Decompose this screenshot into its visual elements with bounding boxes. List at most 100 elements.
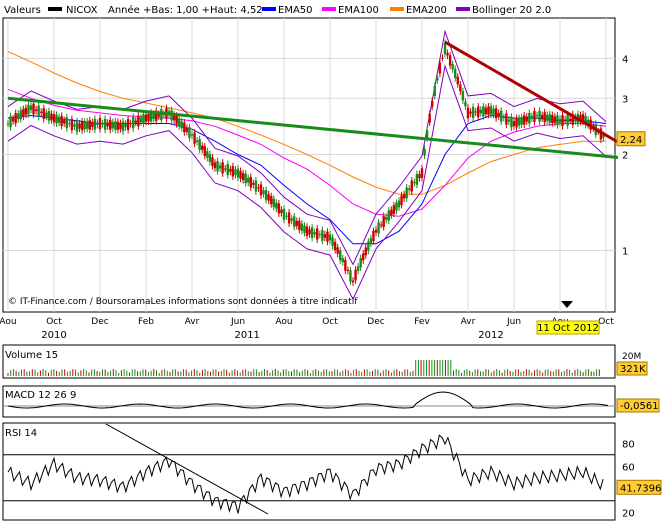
price-candle (523, 115, 526, 125)
price-candle (571, 114, 574, 125)
rsi-trendline (105, 423, 269, 515)
price-candle (553, 116, 557, 123)
price-candle (354, 269, 357, 281)
price-candle (22, 109, 25, 117)
price-candle (295, 220, 298, 226)
volume-y-tick: 20M (622, 352, 641, 362)
price-candle (298, 220, 301, 230)
rsi-title: RSI 14 (5, 428, 37, 439)
price-candle (259, 184, 263, 196)
price-candle (431, 100, 434, 107)
price-candle (103, 118, 107, 130)
price-candle (512, 121, 516, 126)
x-month-label: Aou (275, 317, 292, 327)
x-month-label: Oct (322, 317, 338, 327)
price-candle (466, 107, 470, 119)
rsi-y-tick: 60 (622, 462, 635, 473)
price-candle (144, 114, 148, 122)
price-y-tick: 4 (622, 54, 628, 65)
price-candle (114, 121, 117, 130)
price-candle (234, 169, 237, 175)
price-candle (456, 76, 459, 85)
price-candle (218, 165, 222, 169)
price-candle (32, 103, 35, 115)
price-candle (477, 106, 480, 118)
price-candle (392, 205, 396, 214)
credit-text: © IT-Finance.com / BoursoramaLes informa… (8, 296, 358, 307)
price-candle (367, 241, 370, 251)
price-candle (52, 114, 56, 123)
rsi-line (7, 434, 604, 514)
price-candle (333, 241, 337, 251)
legend-bollinger: Bollinger 20 2.0 (472, 5, 551, 16)
price-candle (17, 113, 20, 120)
price-candle (344, 259, 347, 271)
price-candle (548, 114, 551, 123)
price-candle (428, 113, 431, 123)
price-candle (29, 105, 33, 111)
price-candle (372, 230, 375, 242)
price-candle (287, 212, 291, 224)
price-candle (556, 115, 559, 126)
price-candle (385, 216, 388, 220)
trendline-resistance (444, 40, 619, 144)
price-candle (221, 162, 224, 174)
legend: Valeurs NICOX Année +Bas: 1,00 +Haut: 4,… (4, 4, 551, 16)
price-candle (193, 132, 196, 144)
price-candle (410, 180, 413, 192)
price-candle (451, 64, 454, 70)
price-candle (6, 123, 10, 125)
price-candle (510, 116, 513, 128)
price-candle (216, 161, 219, 172)
legend-ema100: EMA100 (338, 5, 379, 16)
price-candle (331, 237, 334, 246)
price-candle (569, 118, 572, 121)
x-month-label: Jun (506, 317, 521, 327)
legend-swatch-nicox (48, 7, 62, 11)
x-month-label: Jun (230, 317, 245, 327)
price-candle (461, 91, 465, 101)
price-candle (195, 140, 199, 143)
price-candle (208, 154, 212, 162)
x-month-label: Oct (598, 317, 614, 327)
price-candle (441, 57, 444, 59)
price-y-tick: 2 (622, 150, 628, 161)
price-candle (543, 112, 546, 123)
price-candle (226, 164, 229, 176)
price-last-value-box (616, 131, 646, 147)
price-candle (55, 114, 58, 124)
price-candle (139, 117, 143, 123)
macd-last-value: -0,0561 (620, 401, 659, 412)
price-candle (561, 115, 564, 126)
price-candle (533, 110, 536, 122)
legend-swatch-ema100 (322, 7, 336, 11)
series-ema100 (7, 88, 607, 217)
price-candle (474, 111, 477, 113)
price-candle (190, 134, 194, 136)
x-month-label: Dec (91, 317, 108, 327)
x-month-label: Aou (0, 317, 17, 327)
x-year-label: 2011 (234, 330, 259, 341)
price-candle (584, 115, 587, 125)
x-year-label: 2010 (41, 330, 66, 341)
price-candle (155, 110, 158, 122)
price-candle (277, 203, 281, 214)
price-candle (364, 247, 367, 256)
price-candle (377, 222, 380, 234)
price-candle (390, 209, 393, 216)
price-candle (540, 114, 544, 119)
price-candle (351, 280, 355, 283)
price-candle (346, 269, 350, 271)
price-candle (471, 106, 475, 118)
price-candle (121, 121, 125, 132)
legend-swatch-bollinger (456, 7, 470, 11)
price-candle (34, 109, 38, 111)
price-candle (75, 121, 79, 132)
price-candle (249, 176, 252, 188)
price-layer: 4 3 2 1 2,24 (3, 18, 646, 312)
price-candle (40, 111, 43, 113)
price-candle (152, 113, 155, 119)
price-candle (528, 112, 531, 124)
